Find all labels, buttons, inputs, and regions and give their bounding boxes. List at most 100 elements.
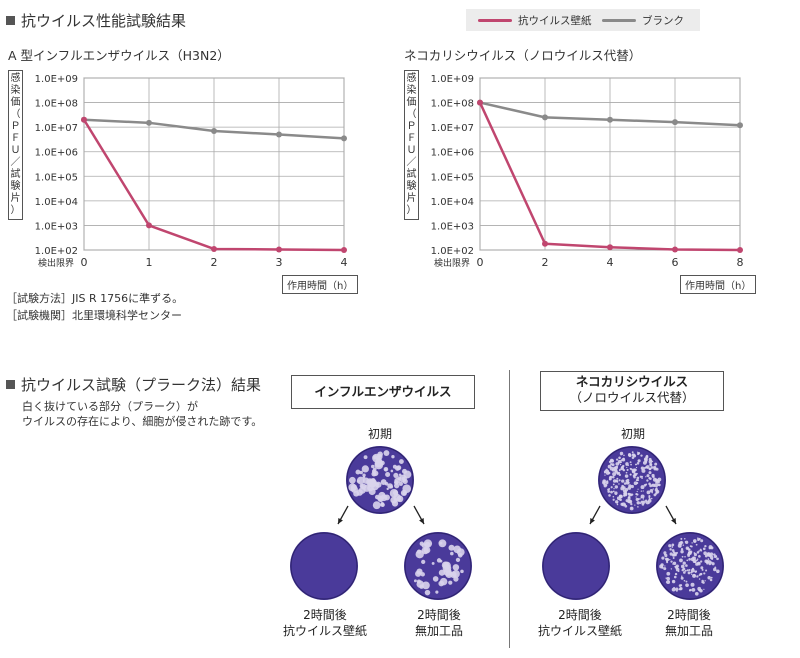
plaque-spot <box>700 560 703 563</box>
plaque-spot <box>690 582 695 587</box>
plaque-spot <box>613 487 615 490</box>
y-tick-label: 1.0E+06 <box>431 148 474 159</box>
plaque-spot <box>655 489 660 494</box>
plaque-spot <box>391 500 399 507</box>
plaque-spot <box>675 587 679 592</box>
plaque-spot <box>421 559 426 564</box>
plaque-spot <box>696 559 698 562</box>
plaque-spot <box>435 590 439 594</box>
plaque-spot <box>391 455 395 459</box>
plaque-spot <box>687 551 692 555</box>
legend-swatch-wallpaper <box>478 19 512 22</box>
plaque-spot <box>620 466 625 471</box>
calicivirus-label-box: ネコカリシウイルス （ノロウイルス代替） <box>540 371 724 411</box>
plaque-spot <box>703 572 706 575</box>
ylabel-char: 験 <box>406 181 417 192</box>
plaque-spot <box>450 551 454 556</box>
data-point <box>341 247 347 253</box>
plaque-spot <box>353 490 360 497</box>
plaque-spot <box>672 563 674 565</box>
plaque-spot <box>637 488 639 490</box>
plaque-spot <box>690 568 695 573</box>
data-point <box>607 116 613 123</box>
plaque-spot <box>438 539 447 548</box>
ylabel-char: 片 <box>10 193 21 204</box>
plaque-spot <box>618 479 621 482</box>
plaque-spot <box>699 588 703 593</box>
y-tick-label: 1.0E+02 <box>431 246 474 257</box>
plaque-spot <box>707 576 711 580</box>
plaque-spot <box>689 545 692 548</box>
plaque-spot <box>683 571 686 574</box>
plaque-spot <box>616 477 619 480</box>
ylabel-char: Ｕ <box>10 145 21 156</box>
plaque-spot <box>660 563 664 567</box>
plaque-spot <box>640 466 645 470</box>
plaque-spot <box>380 502 385 507</box>
chart1-ylabel: 感染価（Ｐ Ｆ Ｕ ／試験片） <box>8 70 23 220</box>
plaque-spot <box>457 553 463 558</box>
plaque-spot <box>424 541 431 548</box>
plaque-spot <box>625 471 628 474</box>
plaque-spot <box>453 576 459 582</box>
plaque-spot <box>362 475 366 479</box>
plaque-spot <box>635 469 637 471</box>
ylabel-char: Ｐ <box>406 121 417 132</box>
plaque-spot <box>675 566 679 570</box>
plaque-spot <box>626 468 629 471</box>
dish-base <box>290 532 358 600</box>
plaque-spot <box>358 486 366 494</box>
chart2-svg: 1.0E+02 1.0E+03 1.0E+04 1.0E+05 1.0E+06 1.0E+… <box>431 74 744 268</box>
chart1-title: A 型インフルエンザウイルス（H3N2） <box>8 48 230 63</box>
plaque-spot <box>629 473 632 476</box>
plaque-spot <box>441 561 450 569</box>
calicivirus-initial-dish <box>598 446 666 514</box>
plaque-spot <box>655 467 659 471</box>
data-point <box>341 135 347 142</box>
plaque-spot <box>709 578 713 582</box>
dish-base <box>542 532 610 600</box>
y-tick-label: 1.0E+07 <box>431 123 474 134</box>
plaque-spot <box>415 570 422 577</box>
plaque-spot <box>716 569 720 574</box>
plaque-spot <box>672 551 676 554</box>
plaque-spot <box>685 583 689 588</box>
ylabel-char: ） <box>406 205 417 216</box>
plaque-spot <box>402 484 412 494</box>
x-tick-label: 1 <box>146 256 153 268</box>
plaque-spot <box>682 544 685 546</box>
plaque-spot <box>680 584 683 587</box>
plaque-spot <box>679 558 683 563</box>
plaque-spot <box>630 502 633 506</box>
data-point <box>542 114 548 121</box>
plaque-spot <box>612 479 617 483</box>
plaque-spot <box>645 500 650 505</box>
plaque-spot <box>368 488 376 496</box>
plaque-spot <box>666 571 671 576</box>
plaque-spot <box>646 474 650 478</box>
plaque-spot <box>645 454 649 458</box>
ylabel-char: Ｐ <box>10 121 21 132</box>
plaque-spot <box>664 565 666 567</box>
plaque-spot <box>686 569 689 572</box>
plaque-spot <box>628 484 632 488</box>
data-point <box>542 240 548 247</box>
data-point <box>211 127 217 134</box>
data-point <box>81 116 87 123</box>
plaque-spot <box>663 567 667 571</box>
plaque-spot <box>386 487 389 491</box>
plaque-spot <box>616 503 619 506</box>
plaque-spot <box>715 555 718 558</box>
plaque-spot <box>640 496 643 499</box>
plaque-spot <box>650 466 654 469</box>
plaque-spot <box>636 476 640 480</box>
detection-limit-label: 検出限界 <box>38 257 74 268</box>
plaque-spot <box>627 495 631 499</box>
x-tick-label: 2 <box>211 256 218 268</box>
plaque-spot <box>612 490 615 493</box>
plaque-spot <box>713 567 717 572</box>
plaque-spot <box>393 493 402 502</box>
chart1-xunit: 作用時間（h） <box>282 275 359 294</box>
plaque-spot <box>632 453 634 455</box>
plaque-spot <box>615 462 620 466</box>
